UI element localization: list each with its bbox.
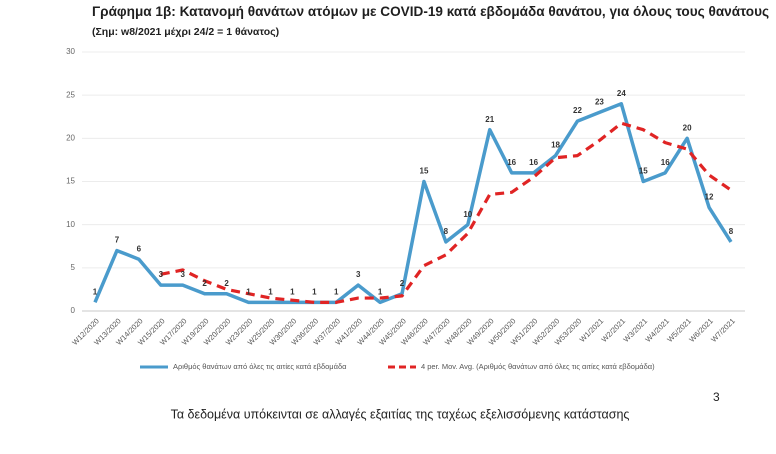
data-label: 8 bbox=[444, 227, 449, 236]
data-label: 1 bbox=[246, 287, 251, 296]
data-label: 21 bbox=[485, 115, 494, 124]
series-line bbox=[160, 121, 732, 304]
series-line bbox=[93, 102, 733, 305]
data-label: 22 bbox=[573, 106, 582, 115]
page-number: 3 bbox=[713, 390, 720, 404]
y-tick-label: 5 bbox=[71, 263, 76, 272]
data-label: 8 bbox=[729, 227, 734, 236]
data-label: 15 bbox=[420, 167, 429, 176]
y-tick-label: 15 bbox=[66, 177, 75, 186]
data-label: 23 bbox=[595, 98, 604, 107]
data-label: 16 bbox=[507, 158, 516, 167]
y-tick-label: 30 bbox=[66, 47, 75, 56]
data-label: 7 bbox=[115, 236, 120, 245]
chart-subtitle: (Σημ: w8/2021 μέχρι 24/2 = 1 θάνατος) bbox=[92, 26, 280, 38]
data-label: 24 bbox=[617, 89, 626, 98]
data-label: 1 bbox=[334, 287, 339, 296]
data-label: 15 bbox=[639, 167, 648, 176]
y-tick-label: 0 bbox=[71, 306, 76, 315]
data-label: 10 bbox=[463, 210, 472, 219]
y-tick-label: 25 bbox=[66, 90, 75, 99]
data-label: 20 bbox=[683, 123, 692, 132]
legend-label: 4 per. Mov. Avg. (Αριθμός θανάτων από όλ… bbox=[421, 362, 655, 371]
data-label: 18 bbox=[551, 141, 560, 150]
data-label: 12 bbox=[705, 193, 714, 202]
data-label: 3 bbox=[159, 270, 164, 279]
data-label: 1 bbox=[378, 287, 383, 296]
footnote: Τα δεδομένα υπόκεινται σε αλλαγές εξαιτί… bbox=[171, 407, 630, 421]
legend-label: Αριθμός θανάτων από όλες τις αιτίες κατά… bbox=[173, 362, 347, 371]
x-tick-label: W7/2021 bbox=[709, 316, 737, 344]
data-label: 1 bbox=[290, 287, 295, 296]
y-tick-label: 20 bbox=[66, 133, 75, 142]
data-label: 1 bbox=[312, 287, 317, 296]
data-label: 6 bbox=[137, 244, 142, 253]
data-label: 16 bbox=[661, 158, 670, 167]
data-label: 3 bbox=[356, 270, 361, 279]
title-block: Γράφημα 1β: Κατανομή θανάτων ατόμων με C… bbox=[92, 2, 772, 42]
chart-title: Γράφημα 1β: Κατανομή θανάτων ατόμων με C… bbox=[92, 4, 770, 19]
y-tick-label: 10 bbox=[66, 220, 75, 229]
data-label: 2 bbox=[202, 279, 207, 288]
data-label: 1 bbox=[268, 287, 273, 296]
data-label: 2 bbox=[400, 279, 405, 288]
data-label: 3 bbox=[180, 270, 185, 279]
data-label: 2 bbox=[224, 279, 229, 288]
data-label: 16 bbox=[529, 158, 538, 167]
data-label: 1 bbox=[93, 287, 98, 296]
